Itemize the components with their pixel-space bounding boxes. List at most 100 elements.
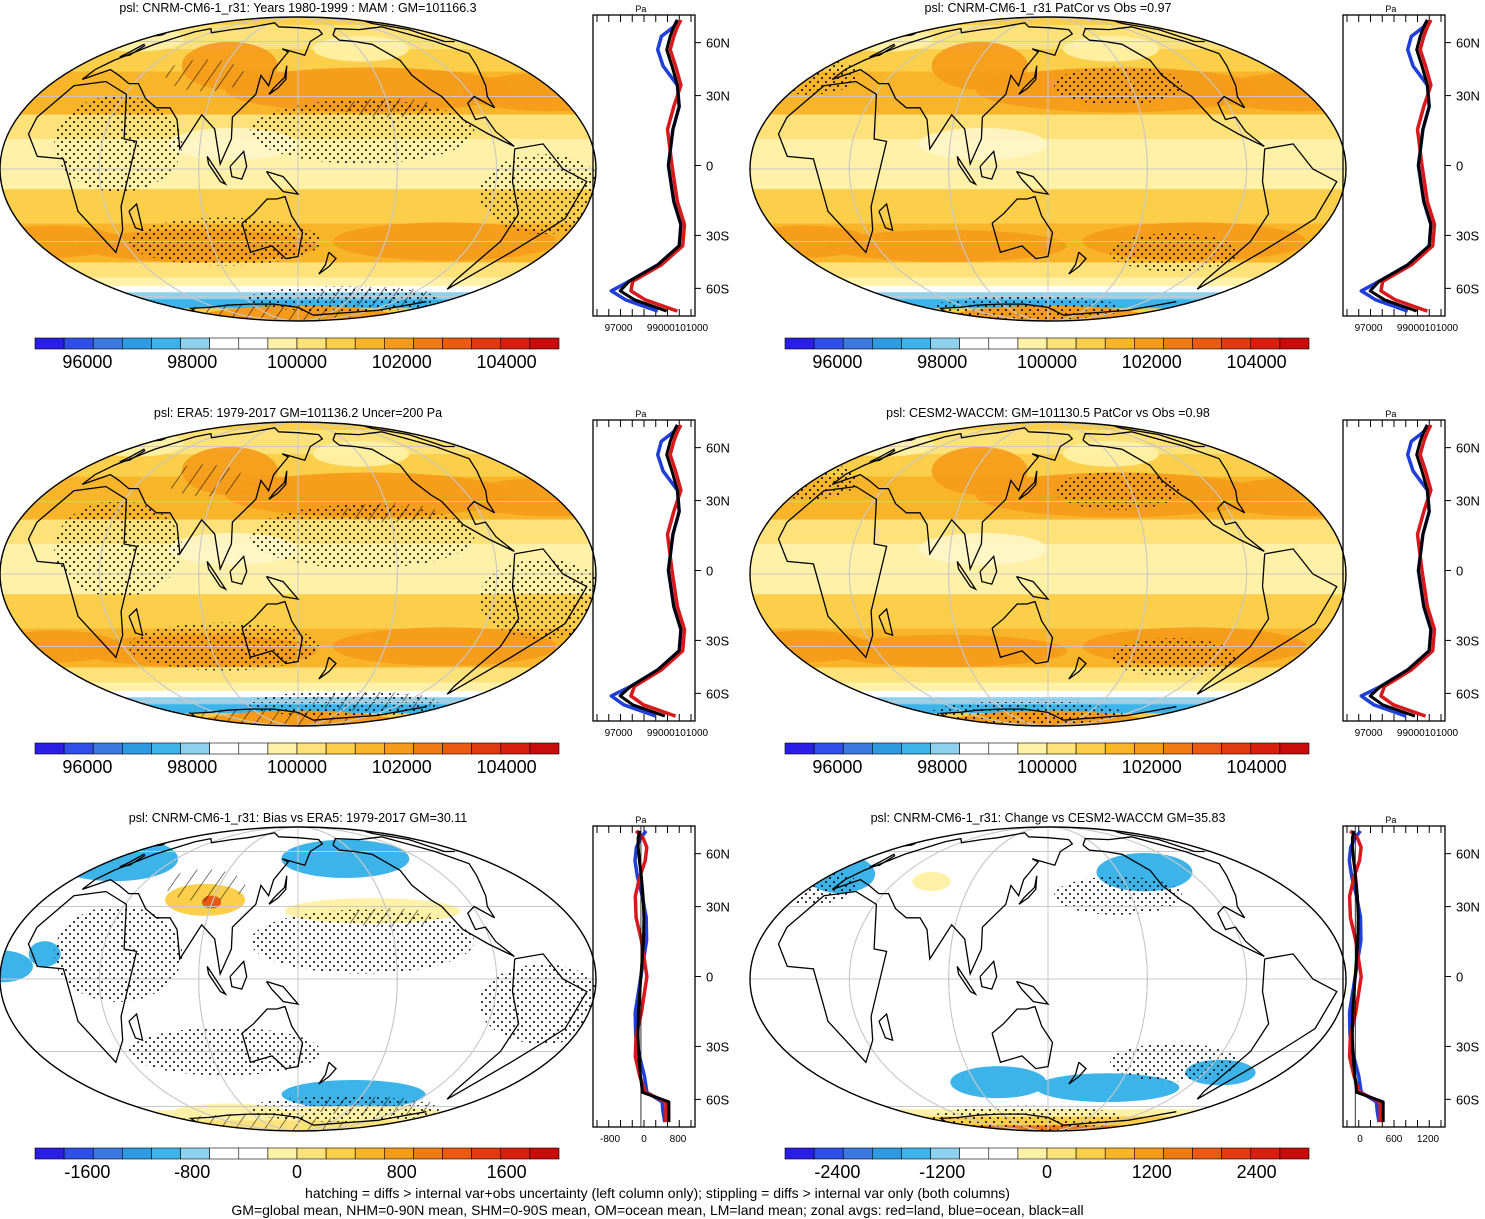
lat-label: 60S [706, 686, 729, 701]
colorbar-swatch [34, 337, 65, 350]
lat-label: 30N [706, 89, 730, 104]
colorbar-swatch [122, 337, 152, 350]
colorbar-swatch [151, 742, 181, 755]
colorbar-swatch [1104, 742, 1135, 755]
lat-label: 60N [1456, 36, 1480, 51]
colorbar-swatch [354, 742, 385, 755]
colorbar-swatch [930, 742, 960, 755]
lat-label: 30S [706, 1039, 729, 1054]
colorbar-swatch [842, 337, 873, 350]
lat-label: 60S [1456, 1092, 1479, 1107]
profile-tick-label: 99000101000 [647, 728, 709, 739]
colorbar-swatch [296, 1147, 327, 1160]
colorbar-swatch [1250, 337, 1281, 350]
zonal-profile: Pa 60N 30N 0 30S 60S -800 0 800 [592, 815, 730, 1145]
panel-title: psl: CNRM-CM6-1_r31: Bias vs ERA5: 1979-… [129, 811, 468, 825]
coastline-madagascar [128, 1012, 144, 1042]
colorbar-label: 98000 [167, 757, 217, 777]
panel-title: psl: CNRM-CM6-1_r31 PatCor vs Obs =0.97 [925, 1, 1172, 15]
profile-tick-label: 600 [1386, 1134, 1403, 1145]
colorbar-swatch [122, 742, 152, 755]
colorbar-label: 98000 [917, 352, 967, 372]
colorbar-swatch [238, 337, 269, 350]
zonal-profile: Pa 60N 30N 0 30S 60S 97000 99000101000 [592, 409, 730, 739]
profile-tick-label: 800 [670, 1134, 687, 1145]
map-field [0, 827, 596, 1131]
colorbar-swatch [471, 742, 502, 755]
colorbar-swatch [1192, 1147, 1222, 1160]
colorbar-swatch [63, 1147, 94, 1160]
panel-2: psl: CNRM-CM6-1_r31 PatCor vs Obs =0.97 9… [749, 1, 1480, 372]
coastline-newguinea [265, 980, 300, 1006]
coastline-madagascar [878, 607, 894, 637]
colorbar-swatch [151, 337, 181, 350]
coastline-nz [1068, 656, 1087, 680]
profile-tick-label: 97000 [605, 728, 633, 739]
profile-tick-label: 97000 [1355, 728, 1383, 739]
colorbar-swatch [930, 1147, 960, 1160]
colorbar-label: 0 [292, 1162, 302, 1182]
coastline-australia [991, 1005, 1054, 1070]
colorbar-swatch [180, 337, 210, 350]
colorbar-swatch [209, 337, 240, 350]
colorbar-label: 0 [1042, 1162, 1052, 1182]
colorbar: 96000 98000 100000 102000 104000 [34, 337, 560, 372]
coastline-australia [241, 600, 304, 665]
colorbar-swatch [930, 337, 960, 350]
colorbar-swatch [34, 742, 65, 755]
colorbar-swatch [92, 742, 123, 755]
colorbar-swatch [988, 1147, 1019, 1160]
lat-label: 60N [1456, 847, 1480, 862]
colorbar-label: 104000 [477, 352, 537, 372]
coastline-borneo [979, 555, 998, 585]
colorbar-swatch [901, 337, 931, 350]
coastline-madagascar [128, 607, 144, 637]
coastline-nz [318, 1061, 337, 1085]
panel-title: psl: CESM2-WACCM: GM=101130.5 PatCor vs … [886, 406, 1210, 420]
colorbar-swatch [209, 1147, 240, 1160]
colorbar-label: 98000 [917, 757, 967, 777]
colorbar-label: 100000 [1017, 352, 1077, 372]
colorbar-swatch [1163, 1147, 1193, 1160]
coastline-antarctica [188, 301, 427, 316]
panel-title: psl: CNRM-CM6-1_r31: Change vs CESM2-WAC… [871, 811, 1226, 825]
colorbar-swatch [784, 337, 815, 350]
colorbar-swatch [901, 1147, 931, 1160]
lat-label: 0 [706, 564, 713, 579]
profile-line [618, 424, 683, 718]
panel-title: psl: ERA5: 1979-2017 GM=101136.2 Uncer=2… [154, 406, 442, 420]
colorbar-swatch [1221, 337, 1252, 350]
coastline-samerica [446, 953, 588, 1100]
colorbar-swatch [1046, 1147, 1077, 1160]
colorbar-swatch [384, 337, 414, 350]
colorbar-swatch [325, 742, 356, 755]
footnote-hatching: hatching = diffs > internal var+obs unce… [305, 1185, 1010, 1201]
colorbar-swatch [1075, 1147, 1106, 1160]
colorbar-swatch [1192, 742, 1222, 755]
coastline-namerica [1082, 26, 1265, 147]
map-frame [0, 16, 597, 322]
colorbar-swatch [813, 742, 844, 755]
lat-label: 60S [706, 281, 729, 296]
lat-label: 30S [706, 228, 729, 243]
colorbar-swatch [354, 1147, 385, 1160]
map-frame [749, 421, 1347, 727]
coastline-borneo [979, 960, 998, 990]
coastline-newguinea [1015, 980, 1050, 1006]
coastline-namerica [1082, 431, 1265, 552]
profile-line [1368, 19, 1433, 313]
profile-tick-label: 0 [1357, 1134, 1363, 1145]
colorbar-swatch [784, 742, 815, 755]
coastline-uk [119, 448, 146, 463]
profile-line [1379, 424, 1437, 718]
colorbar-swatch [209, 742, 240, 755]
profile-tick-label: 99000101000 [1397, 728, 1459, 739]
colorbar-swatch [238, 1147, 269, 1160]
colorbar: 96000 98000 100000 102000 104000 [784, 742, 1310, 777]
profile-tick-label: 97000 [605, 323, 633, 334]
colorbar-swatch [813, 1147, 844, 1160]
colorbar-swatch [1134, 337, 1164, 350]
coastline-eurasia [831, 832, 1074, 977]
coastline-australia [241, 1005, 304, 1070]
coastline-eurasia [81, 22, 324, 167]
